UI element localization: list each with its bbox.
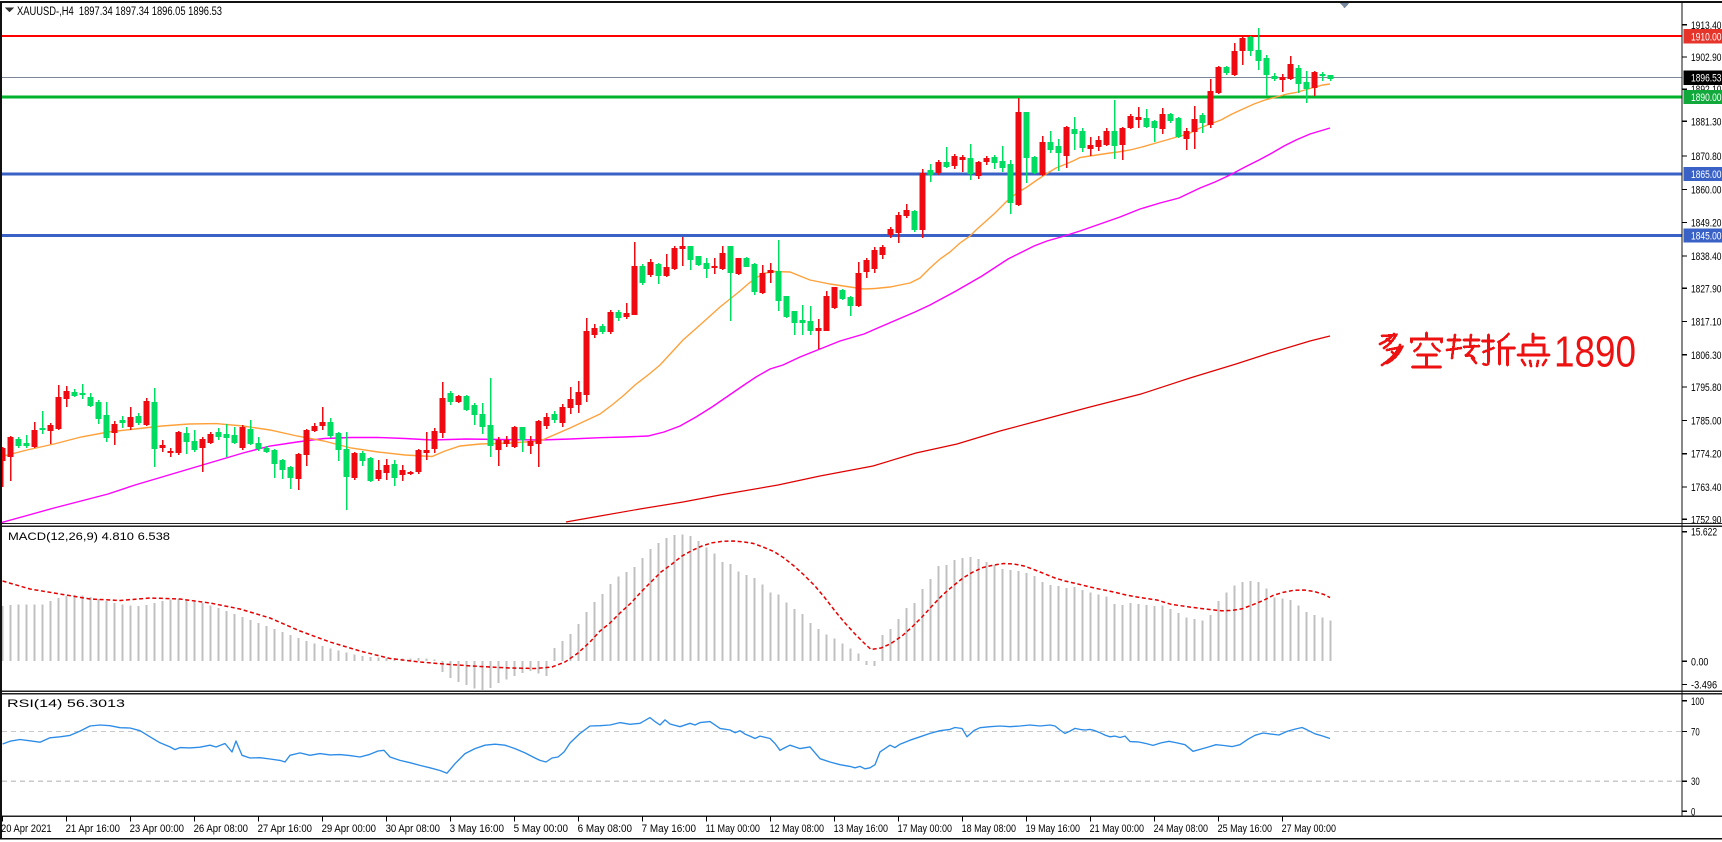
svg-text:100: 100 [1691, 696, 1704, 708]
svg-text:XAUUSD-,H4 1897.34 1897.34 18: XAUUSD-,H4 1897.34 1897.34 1896.05 1896.… [17, 6, 222, 18]
svg-text:1890.00: 1890.00 [1691, 92, 1722, 104]
svg-text:1827.90: 1827.90 [1691, 283, 1721, 295]
svg-text:1890: 1890 [1554, 328, 1636, 377]
svg-text:MACD(12,26,9) 4.810 6.538: MACD(12,26,9) 4.810 6.538 [8, 531, 170, 543]
svg-text:1896.53: 1896.53 [1691, 73, 1722, 85]
svg-text:1881.30: 1881.30 [1691, 116, 1721, 128]
svg-text:1752.90: 1752.90 [1691, 514, 1721, 526]
svg-text:30 Apr 08:00: 30 Apr 08:00 [386, 823, 440, 835]
svg-text:17 May 00:00: 17 May 00:00 [898, 823, 952, 835]
svg-text:-3.496: -3.496 [1691, 680, 1717, 692]
svg-text:12 May 08:00: 12 May 08:00 [770, 823, 824, 835]
svg-text:23 Apr 00:00: 23 Apr 00:00 [130, 823, 184, 835]
svg-text:0.00: 0.00 [1691, 656, 1708, 668]
svg-text:26 Apr 08:00: 26 Apr 08:00 [194, 823, 248, 835]
svg-text:1860.00: 1860.00 [1691, 184, 1721, 196]
svg-text:21 Apr 16:00: 21 Apr 16:00 [66, 823, 120, 835]
svg-text:3 May 16:00: 3 May 16:00 [450, 823, 504, 835]
svg-text:1849.20: 1849.20 [1691, 218, 1721, 230]
svg-text:11 May 00:00: 11 May 00:00 [706, 823, 760, 835]
svg-text:1845.00: 1845.00 [1691, 231, 1722, 243]
svg-text:1763.40: 1763.40 [1691, 482, 1721, 494]
svg-text:27 May 00:00: 27 May 00:00 [1282, 823, 1336, 835]
svg-text:70: 70 [1691, 727, 1700, 739]
svg-text:24 May 08:00: 24 May 08:00 [1154, 823, 1208, 835]
svg-text:13 May 16:00: 13 May 16:00 [834, 823, 888, 835]
svg-text:1870.80: 1870.80 [1691, 151, 1721, 163]
svg-text:6 May 08:00: 6 May 08:00 [578, 823, 632, 835]
svg-text:1865.00: 1865.00 [1691, 169, 1722, 181]
svg-text:1817.10: 1817.10 [1691, 317, 1721, 329]
svg-text:5 May 00:00: 5 May 00:00 [514, 823, 568, 835]
svg-text:1785.00: 1785.00 [1691, 415, 1721, 427]
svg-text:RSI(14) 56.3013: RSI(14) 56.3013 [7, 698, 125, 710]
svg-text:30: 30 [1691, 776, 1700, 788]
svg-text:1838.40: 1838.40 [1691, 251, 1721, 263]
svg-text:1806.30: 1806.30 [1691, 350, 1721, 362]
svg-text:27 Apr 16:00: 27 Apr 16:00 [258, 823, 312, 835]
svg-text:20 Apr 2021: 20 Apr 2021 [1, 823, 52, 835]
svg-text:1795.80: 1795.80 [1691, 382, 1721, 394]
svg-text:1774.20: 1774.20 [1691, 449, 1721, 461]
svg-text:7 May 16:00: 7 May 16:00 [642, 823, 696, 835]
svg-text:1910.00: 1910.00 [1691, 31, 1722, 43]
svg-text:29 Apr 00:00: 29 Apr 00:00 [322, 823, 376, 835]
svg-text:0: 0 [1691, 806, 1695, 818]
svg-text:18 May 08:00: 18 May 08:00 [962, 823, 1016, 835]
svg-text:15.622: 15.622 [1691, 527, 1717, 539]
svg-text:25 May 16:00: 25 May 16:00 [1218, 823, 1272, 835]
svg-text:19 May 16:00: 19 May 16:00 [1026, 823, 1080, 835]
svg-text:21 May 00:00: 21 May 00:00 [1090, 823, 1144, 835]
svg-text:1913.40: 1913.40 [1691, 20, 1721, 32]
svg-text:1902.90: 1902.90 [1691, 52, 1721, 64]
